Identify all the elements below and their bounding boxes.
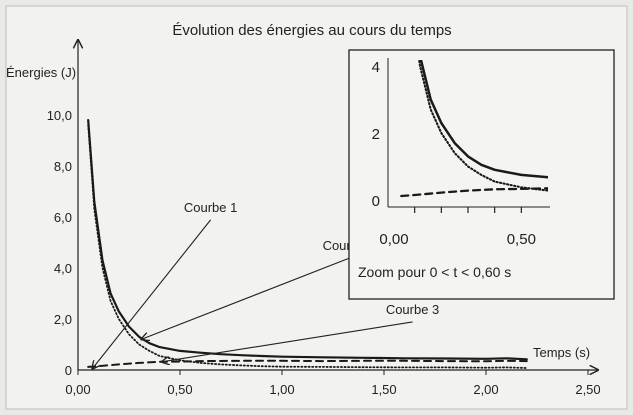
inset-y-tick-label: 2 <box>372 126 380 143</box>
inset-y-tick-label: 0 <box>372 193 380 210</box>
inset-x-tick-label: 0,00 <box>379 231 408 248</box>
y-axis-label: Énergies (J) <box>6 65 76 80</box>
y-tick-label: 10,0 <box>47 108 72 123</box>
x-tick-label: 2,00 <box>473 382 498 397</box>
annotation-arrow <box>141 257 350 339</box>
x-tick-label: 2,50 <box>575 382 600 397</box>
x-tick-label: 0,50 <box>167 382 192 397</box>
series-line-dashed <box>87 359 528 368</box>
y-tick-label: 4,0 <box>54 261 72 276</box>
annotation-label: Courbe 3 <box>386 302 439 317</box>
x-axis-label: Temps (s) <box>533 345 590 360</box>
inset-x-tick-label: 0,50 <box>507 231 536 248</box>
y-tick-label: 6,0 <box>54 210 72 225</box>
series-line-solid <box>87 118 528 361</box>
y-tick-label: 2,0 <box>54 312 72 327</box>
inset-caption: Zoom pour 0 < t < 0,60 s <box>358 264 511 280</box>
annotation-arrow <box>162 321 413 362</box>
chart-title: Évolution des énergies au cours du temps <box>172 22 451 39</box>
inset-series-line-solid <box>419 60 548 179</box>
series-line-dotted <box>87 124 528 369</box>
x-tick-label: 1,50 <box>371 382 396 397</box>
x-tick-label: 1,00 <box>269 382 294 397</box>
y-tick-label: 0 <box>65 363 72 378</box>
y-tick-label: 8,0 <box>54 159 72 174</box>
annotation-arrow <box>92 219 212 369</box>
annotation-label: Courbe 1 <box>184 200 237 215</box>
inset-series-line-dashed <box>400 187 548 198</box>
x-tick-label: 0,00 <box>65 382 90 397</box>
inset-y-tick-label: 4 <box>372 59 380 76</box>
inset-series-line-dotted <box>418 60 548 192</box>
